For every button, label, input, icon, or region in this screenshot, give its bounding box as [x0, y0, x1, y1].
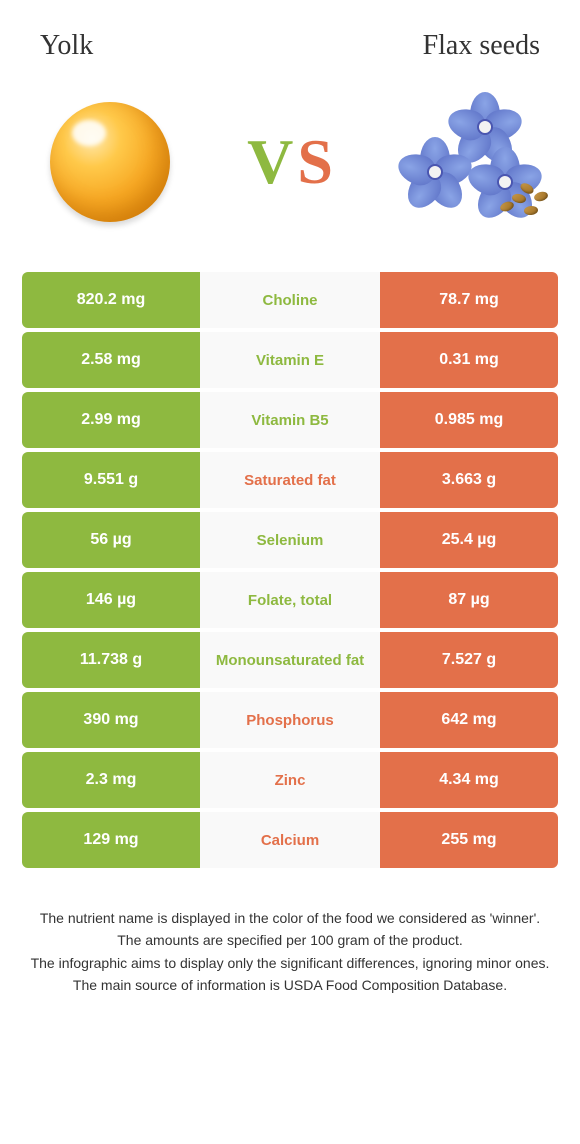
nutrient-label-cell: Vitamin B5: [200, 392, 380, 448]
nutrient-label-cell: Vitamin E: [200, 332, 380, 388]
table-row: 56 µgSelenium25.4 µg: [22, 512, 558, 568]
left-value-cell: 129 mg: [22, 812, 200, 868]
left-value-cell: 820.2 mg: [22, 272, 200, 328]
table-row: 390 mgPhosphorus642 mg: [22, 692, 558, 748]
left-value-cell: 56 µg: [22, 512, 200, 568]
vs-s-letter: S: [297, 125, 333, 199]
footer-line: The amounts are specified per 100 gram o…: [30, 930, 550, 950]
table-row: 9.551 gSaturated fat3.663 g: [22, 452, 558, 508]
nutrient-label-cell: Monounsaturated fat: [200, 632, 380, 688]
right-value-cell: 25.4 µg: [380, 512, 558, 568]
left-food-title: Yolk: [40, 30, 93, 62]
nutrient-label-cell: Phosphorus: [200, 692, 380, 748]
yolk-icon: [50, 102, 170, 222]
left-food-image: [40, 92, 180, 232]
right-value-cell: 642 mg: [380, 692, 558, 748]
table-row: 2.99 mgVitamin B50.985 mg: [22, 392, 558, 448]
left-value-cell: 9.551 g: [22, 452, 200, 508]
nutrient-label-cell: Saturated fat: [200, 452, 380, 508]
vs-row: V S: [10, 82, 570, 272]
right-value-cell: 0.985 mg: [380, 392, 558, 448]
flax-seeds-icon: [500, 182, 550, 222]
nutrient-label-cell: Selenium: [200, 512, 380, 568]
left-value-cell: 2.58 mg: [22, 332, 200, 388]
left-value-cell: 390 mg: [22, 692, 200, 748]
right-food-image: [400, 92, 540, 232]
right-value-cell: 87 µg: [380, 572, 558, 628]
right-value-cell: 78.7 mg: [380, 272, 558, 328]
right-value-cell: 3.663 g: [380, 452, 558, 508]
flax-icon: [400, 92, 540, 232]
footer-line: The main source of information is USDA F…: [30, 975, 550, 995]
vs-v-letter: V: [247, 125, 293, 199]
header-row: Yolk Flax seeds: [10, 20, 570, 82]
table-row: 146 µgFolate, total87 µg: [22, 572, 558, 628]
right-food-title: Flax seeds: [423, 30, 540, 62]
footer-notes: The nutrient name is displayed in the co…: [30, 908, 550, 995]
right-value-cell: 4.34 mg: [380, 752, 558, 808]
table-row: 2.3 mgZinc4.34 mg: [22, 752, 558, 808]
table-row: 129 mgCalcium255 mg: [22, 812, 558, 868]
table-row: 11.738 gMonounsaturated fat7.527 g: [22, 632, 558, 688]
table-row: 2.58 mgVitamin E0.31 mg: [22, 332, 558, 388]
footer-line: The infographic aims to display only the…: [30, 953, 550, 973]
nutrient-table: 820.2 mgCholine78.7 mg2.58 mgVitamin E0.…: [22, 272, 558, 868]
nutrient-label-cell: Folate, total: [200, 572, 380, 628]
table-row: 820.2 mgCholine78.7 mg: [22, 272, 558, 328]
right-value-cell: 7.527 g: [380, 632, 558, 688]
right-value-cell: 255 mg: [380, 812, 558, 868]
right-value-cell: 0.31 mg: [380, 332, 558, 388]
footer-line: The nutrient name is displayed in the co…: [30, 908, 550, 928]
left-value-cell: 146 µg: [22, 572, 200, 628]
left-value-cell: 2.3 mg: [22, 752, 200, 808]
nutrient-label-cell: Choline: [200, 272, 380, 328]
left-value-cell: 2.99 mg: [22, 392, 200, 448]
nutrient-label-cell: Calcium: [200, 812, 380, 868]
left-value-cell: 11.738 g: [22, 632, 200, 688]
nutrient-label-cell: Zinc: [200, 752, 380, 808]
vs-label: V S: [247, 125, 333, 199]
